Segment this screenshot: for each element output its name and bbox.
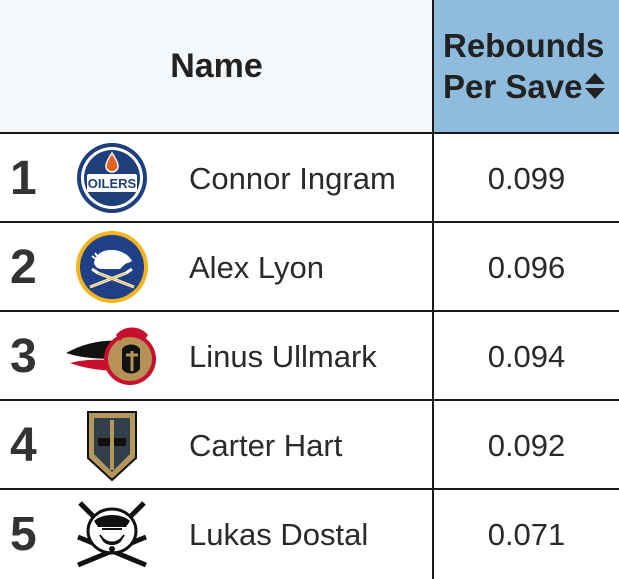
rank-number: 5 <box>10 508 37 561</box>
player-name[interactable]: Alex Lyon <box>189 250 324 285</box>
rank-number: 2 <box>10 241 37 294</box>
player-name[interactable]: Connor Ingram <box>189 161 396 196</box>
player-name[interactable]: Linus Ullmark <box>189 339 377 374</box>
rank-number: 4 <box>10 419 37 472</box>
table-header: Name Rebounds Per Save <box>0 0 619 134</box>
stat-column-label-line2: Per Save <box>443 68 583 105</box>
rebounds-per-save-value: 0.092 <box>432 401 619 490</box>
name-column-label: Name <box>170 46 263 85</box>
sabres-logo-icon <box>62 230 162 304</box>
oilers-logo-icon: OILERS <box>62 141 162 215</box>
table-row[interactable]: 4 Carter Hart 0.092 <box>0 401 619 490</box>
name-column-header: Name <box>0 0 432 132</box>
rebounds-per-save-value: 0.096 <box>432 223 619 312</box>
rebounds-per-save-value: 0.094 <box>432 312 619 401</box>
stat-column-label-line1: Rebounds <box>443 27 605 64</box>
senators-logo-icon <box>62 319 162 393</box>
table-row[interactable]: 3 Linus Ullmark 0.094 <box>0 312 619 401</box>
player-name[interactable]: Carter Hart <box>189 428 343 463</box>
rebounds-per-save-column-header[interactable]: Rebounds Per Save <box>432 0 619 132</box>
table-row[interactable]: 2 Alex Lyon 0.096 <box>0 223 619 312</box>
oilers-wordmark: OILERS <box>88 176 137 191</box>
table-row[interactable]: 1 OILERS Connor Ingram 0.099 <box>0 134 619 223</box>
rebounds-per-save-value: 0.099 <box>432 134 619 223</box>
table-row[interactable]: 5 Lukas Dostal 0.071 <box>0 490 619 579</box>
golden-knights-logo-icon <box>62 408 162 482</box>
rank-number: 3 <box>10 330 37 383</box>
player-name[interactable]: Lukas Dostal <box>189 517 369 552</box>
rank-number: 1 <box>10 152 37 205</box>
ducks-logo-icon <box>62 497 162 571</box>
rebounds-per-save-value: 0.071 <box>432 490 619 579</box>
sort-icon[interactable] <box>584 71 606 101</box>
